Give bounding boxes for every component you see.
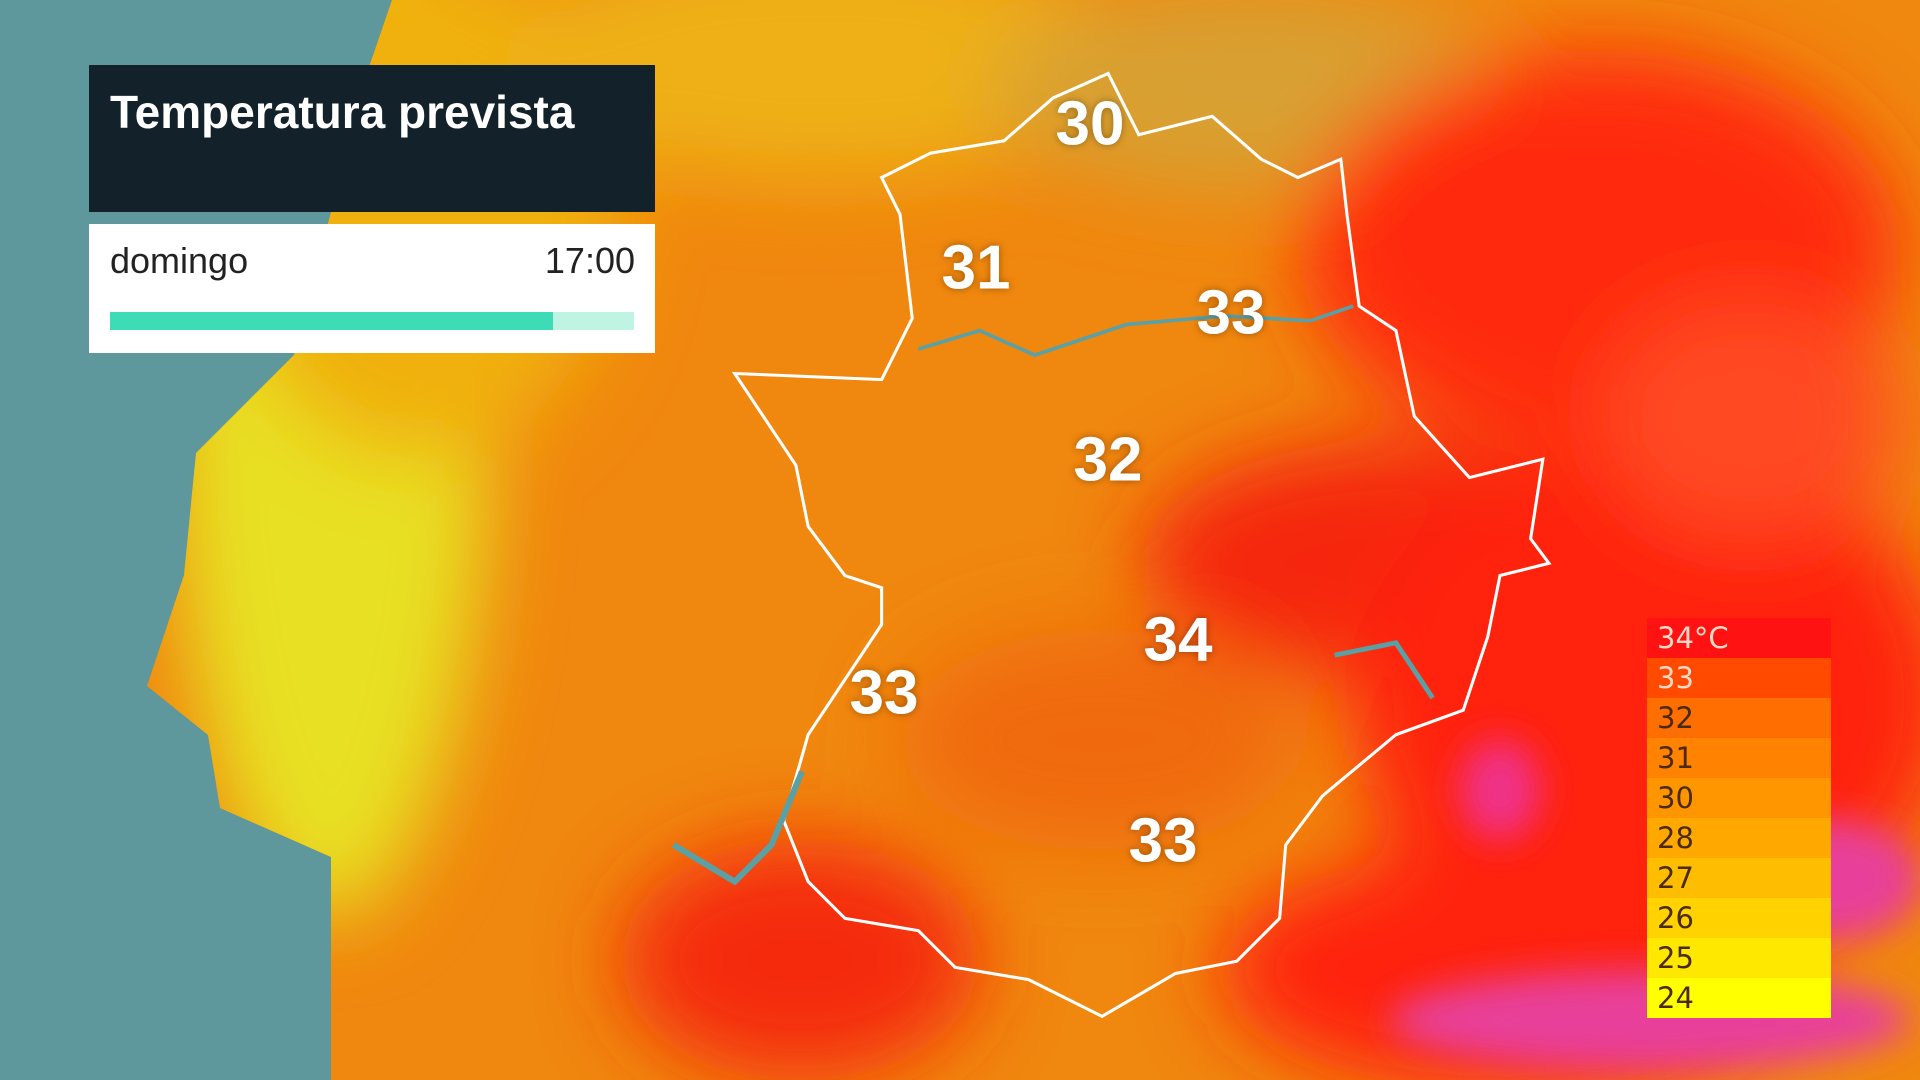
time-box: domingo 17:00 xyxy=(89,224,655,353)
temperature-label: 30 xyxy=(1055,89,1125,159)
progress-track xyxy=(110,312,634,330)
legend-entry: 26 xyxy=(1647,898,1831,938)
title-box: Temperatura prevista xyxy=(89,65,655,212)
temperature-label: 34 xyxy=(1143,605,1213,675)
region-outline xyxy=(671,71,1552,1019)
day: domingo xyxy=(110,240,249,281)
legend-entry: 34°C xyxy=(1647,618,1831,658)
temperature-label: 31 xyxy=(941,233,1011,303)
legend-entry: 25 xyxy=(1647,938,1831,978)
legend-entry: 24 xyxy=(1647,978,1831,1018)
temperature-label: 33 xyxy=(849,658,919,728)
legend-entry: 32 xyxy=(1647,698,1831,738)
progress-fill xyxy=(110,312,553,330)
legend-entry: 31 xyxy=(1647,738,1831,778)
legend-entry: 27 xyxy=(1647,858,1831,898)
temperature-label: 32 xyxy=(1073,425,1143,495)
legend-entry: 28 xyxy=(1647,818,1831,858)
legend-entry: 33 xyxy=(1647,658,1831,698)
temperature-label: 33 xyxy=(1196,278,1266,348)
time: 17:00 xyxy=(544,240,635,281)
legend: 34°C 33 32 31 30 28 27 26 25 24 xyxy=(1647,618,1831,1018)
legend-entry: 30 xyxy=(1647,778,1831,818)
title: Temperatura prevista xyxy=(110,86,575,138)
temperature-label: 33 xyxy=(1128,806,1198,876)
